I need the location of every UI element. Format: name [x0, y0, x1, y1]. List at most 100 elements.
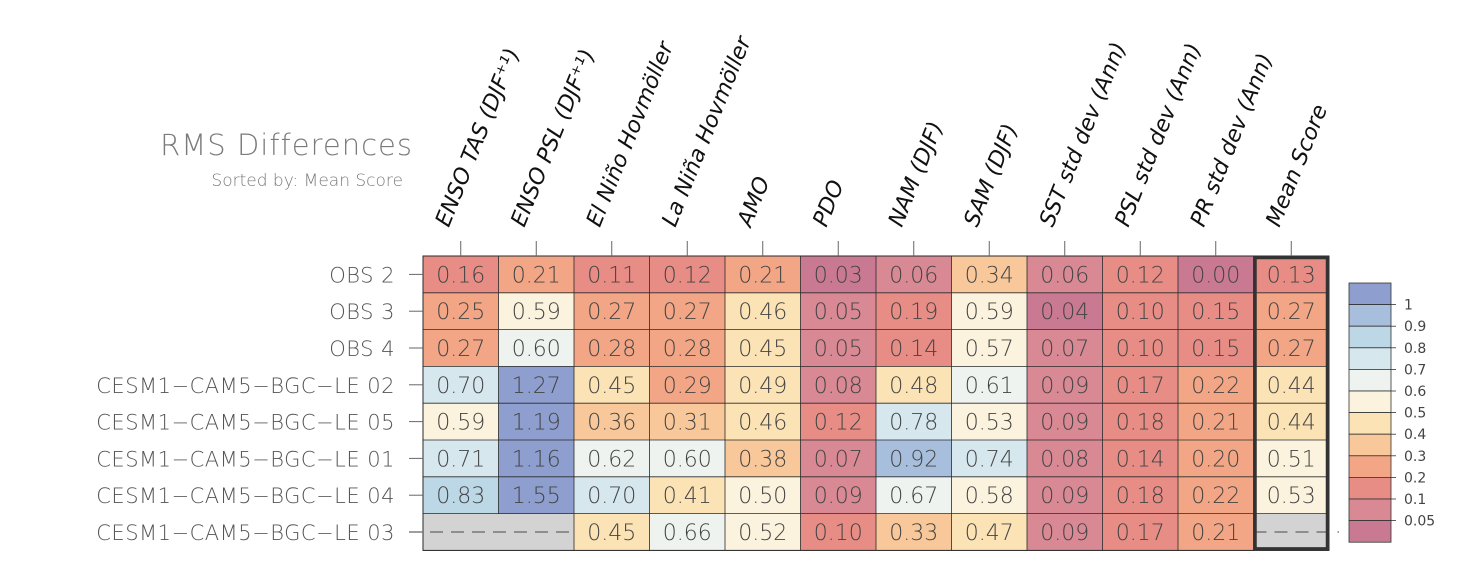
cell-value-label: 0.05: [814, 300, 863, 325]
heatmap-cell: [574, 366, 650, 404]
heatmap-cell: [498, 329, 574, 367]
column-label: ENSO PSL (DJF⁺¹): [507, 46, 601, 230]
colorbar-label: 0.2: [1404, 470, 1426, 486]
heatmap-cell: [498, 403, 574, 440]
row-label: CESM1−CAM5−BGC−LE 05: [96, 411, 395, 435]
heatmap-cell: [1178, 292, 1254, 330]
heatmap-cell: [574, 476, 650, 514]
heatmap-cell: [649, 440, 725, 477]
cell-value-label: 0.53: [1267, 484, 1316, 509]
cell-value-label: 0.44: [1267, 411, 1316, 436]
heatmap-cell: [1027, 256, 1103, 293]
cell-value-label: 0.59: [965, 300, 1014, 325]
cell-value-label: 0.07: [1040, 337, 1089, 362]
column-label: ENSO TAS (DJF⁺¹): [431, 45, 525, 230]
cell-value-label: 0.50: [738, 484, 787, 509]
heatmap-cell: [1178, 476, 1254, 514]
cell-value-label: 0.66: [663, 521, 712, 546]
cell-value-label: 0.00: [1191, 263, 1240, 288]
heatmap-cell: [498, 476, 574, 514]
chart-title: RMS Differences: [160, 128, 413, 162]
cell-value-label: 1.19: [512, 411, 561, 436]
column-label: PR std dev (Ann): [1186, 50, 1278, 230]
heatmap-cell: [423, 476, 499, 514]
heatmap-cell: [800, 329, 876, 367]
heatmap-cell: [1253, 440, 1329, 477]
colorbar-swatch: [1348, 412, 1392, 435]
heatmap-cell: [1027, 366, 1103, 404]
colorbar-swatch: [1348, 325, 1392, 349]
cell-value-label: 0.29: [663, 374, 712, 399]
cell-value-label: 0.27: [587, 300, 636, 325]
heatmap-cell: [800, 256, 876, 293]
heatmap-cell: [1253, 476, 1329, 514]
heatmap-cell: [876, 256, 952, 293]
heatmap-cell: [725, 366, 801, 404]
heatmap-cell: [725, 476, 801, 514]
heatmap-cell: [423, 329, 499, 367]
cell-value-label: 0.70: [587, 484, 636, 509]
heatmap-cell: [1102, 440, 1178, 477]
heatmap-cell: [1102, 366, 1178, 404]
heatmap-cell: [574, 513, 650, 551]
row-labels: OBS 2 OBS 3 OBS 4 CESM1−CAM5−BGC−LE 02 CESM1…: [96, 263, 423, 545]
cell-value-label: 0.45: [587, 374, 636, 399]
heatmap-cell: [1178, 440, 1254, 477]
heatmap-cell: [1178, 329, 1254, 367]
heatmap-cell: [800, 366, 876, 404]
heatmap-cell: [423, 403, 499, 440]
column-label: SST std dev (Ann): [1035, 39, 1132, 230]
heatmap-cell: [1027, 476, 1103, 514]
heatmap-cell: [1178, 513, 1254, 551]
cell-value-label: 0.46: [738, 300, 787, 325]
cell-value-label: 0.16: [436, 263, 485, 288]
heatmap-cell: [1102, 513, 1178, 551]
heatmap-cell: [800, 292, 876, 330]
cell-value-label: 0.38: [738, 447, 787, 472]
heatmap-cell: [951, 403, 1027, 440]
cell-value-label: 0.27: [1267, 300, 1316, 325]
heatmap-cell: [1027, 329, 1103, 367]
heatmap-cell: [574, 440, 650, 477]
cell-value-label: 0.47: [965, 521, 1014, 546]
heatmap-cell: [498, 440, 574, 477]
heatmap-cell: [876, 329, 952, 367]
heatmap-cell: [1253, 256, 1329, 293]
cell-value-label: 0.44: [1267, 374, 1316, 399]
cell-value-label: 0.06: [1040, 263, 1089, 288]
cell-value-label: 0.14: [1116, 447, 1165, 472]
row-label: CESM1−CAM5−BGC−LE 03: [96, 521, 395, 545]
cell-value-label: 0.31: [663, 411, 712, 436]
heatmap-cell: [876, 476, 952, 514]
heatmap-cell: [649, 329, 725, 367]
cell-value-label: 0.83: [436, 484, 485, 509]
cell-value-label: 0.12: [663, 263, 712, 288]
heatmap-cell: [649, 476, 725, 514]
cell-value-label: 0.18: [1116, 411, 1165, 436]
cell-value-label: 0.12: [814, 411, 863, 436]
heatmap-cell: [423, 256, 499, 293]
row-label: OBS 4: [329, 337, 395, 361]
cell-value-label: 0.28: [663, 337, 712, 362]
heatmap-cell: [800, 440, 876, 477]
colorbar: 1 0.9 0.8 0.7 0.6 0.5 0.4 0.3 0.2 0.1 0.05: [1348, 282, 1435, 543]
row-label: OBS 3: [329, 300, 395, 324]
colorbar-swatch: [1348, 498, 1392, 522]
heatmap-cell: [574, 329, 650, 367]
cell-value-label: 0.61: [965, 374, 1014, 399]
heatmap-cell: [876, 366, 952, 404]
colorbar-swatch: [1348, 476, 1392, 500]
cell-value-label: 0.20: [1191, 447, 1240, 472]
cell-value-label: 0.07: [814, 447, 863, 472]
cell-value-label: 0.21: [512, 263, 561, 288]
cell-value-label: 0.60: [663, 447, 712, 472]
cell-value-label: 0.48: [889, 374, 938, 399]
cell-value-label: 0.21: [1191, 521, 1240, 546]
cell-value-label: 0.67: [889, 484, 938, 509]
cell-value-label: 0.11: [587, 263, 636, 288]
heatmap-cell: [951, 256, 1027, 293]
row-label: CESM1−CAM5−BGC−LE 02: [96, 374, 395, 398]
row-label: CESM1−CAM5−BGC−LE 01: [96, 447, 395, 471]
heatmap-cell: [1253, 329, 1329, 367]
cell-value-label: 0.51: [1267, 447, 1316, 472]
